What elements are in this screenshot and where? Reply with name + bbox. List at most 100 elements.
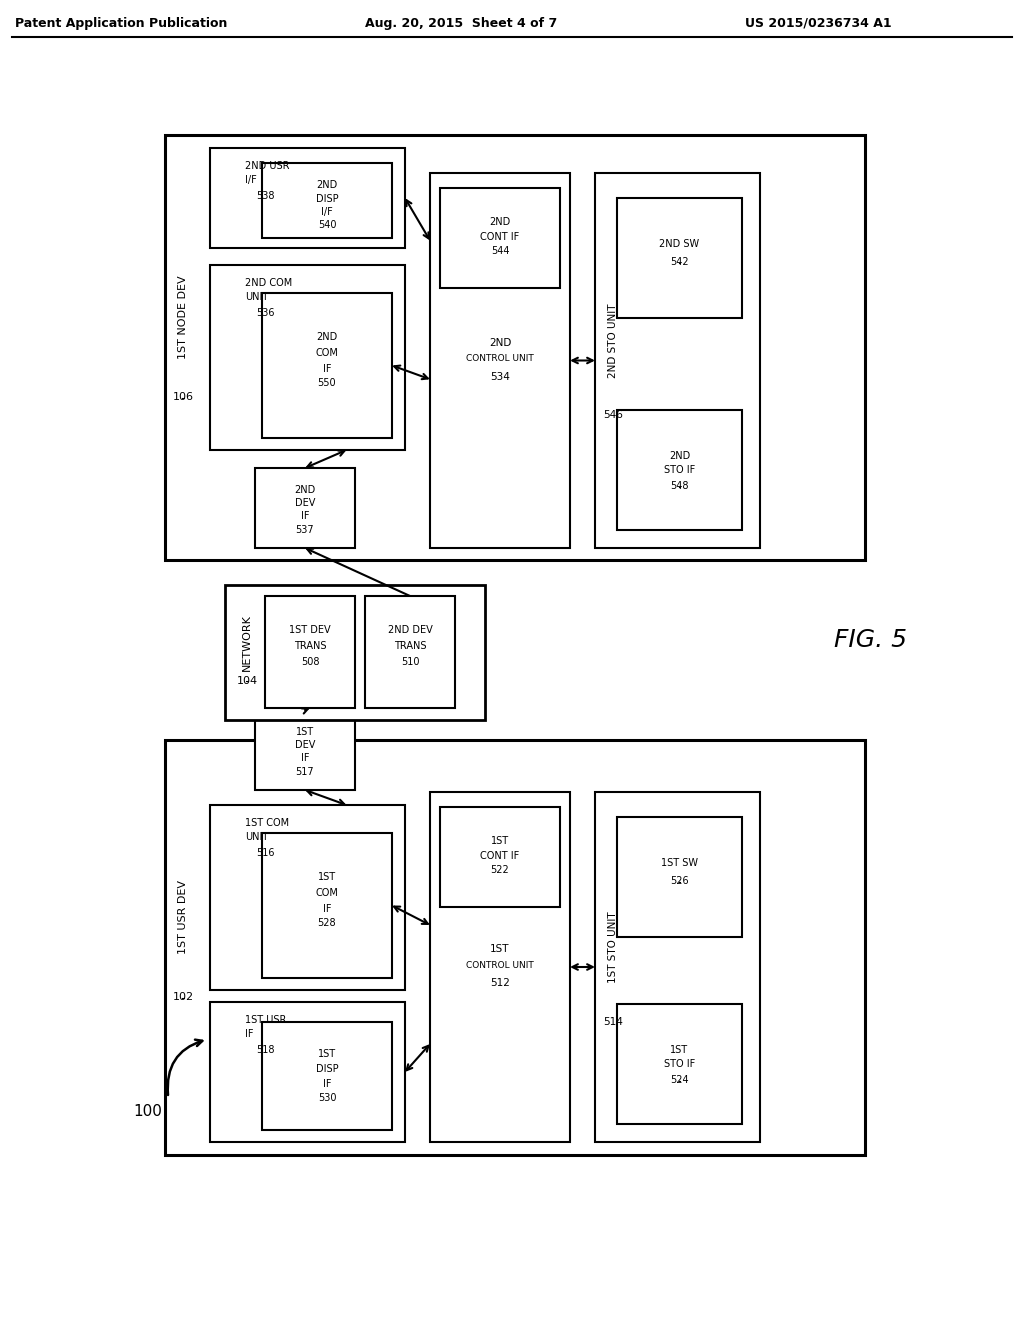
- Bar: [262, 162, 392, 238]
- Text: 2ND USR: 2ND USR: [245, 161, 290, 172]
- Text: DISP: DISP: [315, 1064, 338, 1074]
- Bar: [210, 1002, 406, 1142]
- Text: DEV: DEV: [295, 498, 315, 508]
- Text: 516: 516: [256, 847, 274, 858]
- Text: I/F: I/F: [245, 176, 257, 185]
- Bar: [617, 1005, 742, 1125]
- Text: STO IF: STO IF: [664, 1059, 695, 1069]
- Text: IF: IF: [323, 904, 331, 915]
- Text: 522: 522: [490, 865, 509, 875]
- Text: 546: 546: [603, 411, 623, 421]
- Text: CONT IF: CONT IF: [480, 851, 519, 861]
- Text: 1ST STO UNIT: 1ST STO UNIT: [608, 911, 618, 983]
- Bar: [262, 293, 392, 438]
- Text: 104: 104: [237, 676, 258, 685]
- Text: CONT IF: CONT IF: [480, 232, 519, 242]
- Bar: [430, 173, 570, 548]
- Bar: [255, 710, 355, 789]
- Text: UNIT: UNIT: [245, 292, 268, 302]
- Text: 536: 536: [256, 308, 274, 318]
- Text: IF: IF: [301, 511, 309, 521]
- Bar: [210, 805, 406, 990]
- Text: IF: IF: [323, 1078, 331, 1089]
- Text: 1ST: 1ST: [490, 836, 509, 846]
- Text: 1ST: 1ST: [490, 944, 510, 954]
- Bar: [430, 792, 570, 1142]
- Text: TRANS: TRANS: [294, 642, 327, 651]
- Text: 1ST COM: 1ST COM: [245, 818, 289, 828]
- Bar: [595, 792, 760, 1142]
- Bar: [165, 741, 865, 1155]
- Text: 2ND: 2ND: [669, 451, 690, 461]
- Text: COM: COM: [315, 348, 339, 359]
- Text: 528: 528: [317, 919, 336, 928]
- Text: I/F: I/F: [322, 207, 333, 218]
- Text: 2ND: 2ND: [489, 216, 511, 227]
- Text: UNIT: UNIT: [245, 832, 268, 842]
- Text: DEV: DEV: [295, 741, 315, 750]
- Text: 508: 508: [301, 657, 319, 667]
- Text: Patent Application Publication: Patent Application Publication: [15, 17, 227, 30]
- Text: 2ND: 2ND: [488, 338, 511, 347]
- Text: 100: 100: [133, 1105, 163, 1119]
- Bar: [440, 187, 560, 288]
- Text: 1ST DEV: 1ST DEV: [289, 624, 331, 635]
- Text: 544: 544: [490, 246, 509, 256]
- Text: 1ST USR DEV: 1ST USR DEV: [178, 880, 188, 954]
- Text: 518: 518: [256, 1045, 274, 1055]
- Text: 1ST USR: 1ST USR: [245, 1015, 287, 1026]
- Text: 1ST: 1ST: [317, 1049, 336, 1059]
- Text: 510: 510: [400, 657, 419, 667]
- Text: 1ST: 1ST: [671, 1045, 688, 1055]
- Text: US 2015/0236734 A1: US 2015/0236734 A1: [745, 17, 892, 30]
- Text: 512: 512: [490, 978, 510, 987]
- Bar: [617, 411, 742, 531]
- Text: 2ND DEV: 2ND DEV: [388, 624, 432, 635]
- Text: 1ST: 1ST: [317, 873, 336, 883]
- Text: 548: 548: [671, 480, 689, 491]
- Text: IF: IF: [245, 1030, 254, 1039]
- Text: 530: 530: [317, 1093, 336, 1104]
- Bar: [255, 469, 355, 548]
- Text: COM: COM: [315, 888, 339, 899]
- Bar: [365, 597, 455, 708]
- Bar: [595, 173, 760, 548]
- Bar: [617, 817, 742, 937]
- Text: 106: 106: [172, 392, 194, 403]
- Text: 102: 102: [172, 993, 194, 1002]
- Text: STO IF: STO IF: [664, 465, 695, 475]
- Bar: [165, 135, 865, 560]
- Text: 517: 517: [296, 767, 314, 777]
- Text: 2ND STO UNIT: 2ND STO UNIT: [608, 304, 618, 378]
- Text: CONTROL UNIT: CONTROL UNIT: [466, 354, 534, 363]
- Text: Aug. 20, 2015  Sheet 4 of 7: Aug. 20, 2015 Sheet 4 of 7: [365, 17, 557, 30]
- Text: 2ND COM: 2ND COM: [245, 279, 292, 288]
- Text: TRANS: TRANS: [394, 642, 426, 651]
- Text: 542: 542: [670, 257, 689, 267]
- Text: NETWORK: NETWORK: [242, 614, 252, 671]
- Text: 524: 524: [670, 1074, 689, 1085]
- Text: 1ST: 1ST: [296, 727, 314, 737]
- Text: 550: 550: [317, 379, 336, 388]
- Bar: [265, 597, 355, 708]
- Text: 2ND SW: 2ND SW: [659, 239, 699, 249]
- Text: FIG. 5: FIG. 5: [834, 628, 906, 652]
- Text: IF: IF: [323, 364, 331, 375]
- Text: 1ST SW: 1ST SW: [662, 858, 698, 869]
- Bar: [262, 1022, 392, 1130]
- Text: 540: 540: [317, 220, 336, 231]
- Text: IF: IF: [301, 752, 309, 763]
- Text: 2ND: 2ND: [294, 484, 315, 495]
- Bar: [225, 585, 485, 719]
- Text: DISP: DISP: [315, 194, 338, 203]
- Text: 538: 538: [256, 191, 274, 201]
- Text: 1ST NODE DEV: 1ST NODE DEV: [178, 276, 188, 359]
- Text: 2ND: 2ND: [316, 180, 338, 190]
- Bar: [210, 265, 406, 450]
- Bar: [262, 833, 392, 978]
- Text: 526: 526: [670, 876, 689, 886]
- Text: 537: 537: [296, 525, 314, 535]
- Text: CONTROL UNIT: CONTROL UNIT: [466, 961, 534, 969]
- Text: 514: 514: [603, 1016, 623, 1027]
- Bar: [440, 807, 560, 907]
